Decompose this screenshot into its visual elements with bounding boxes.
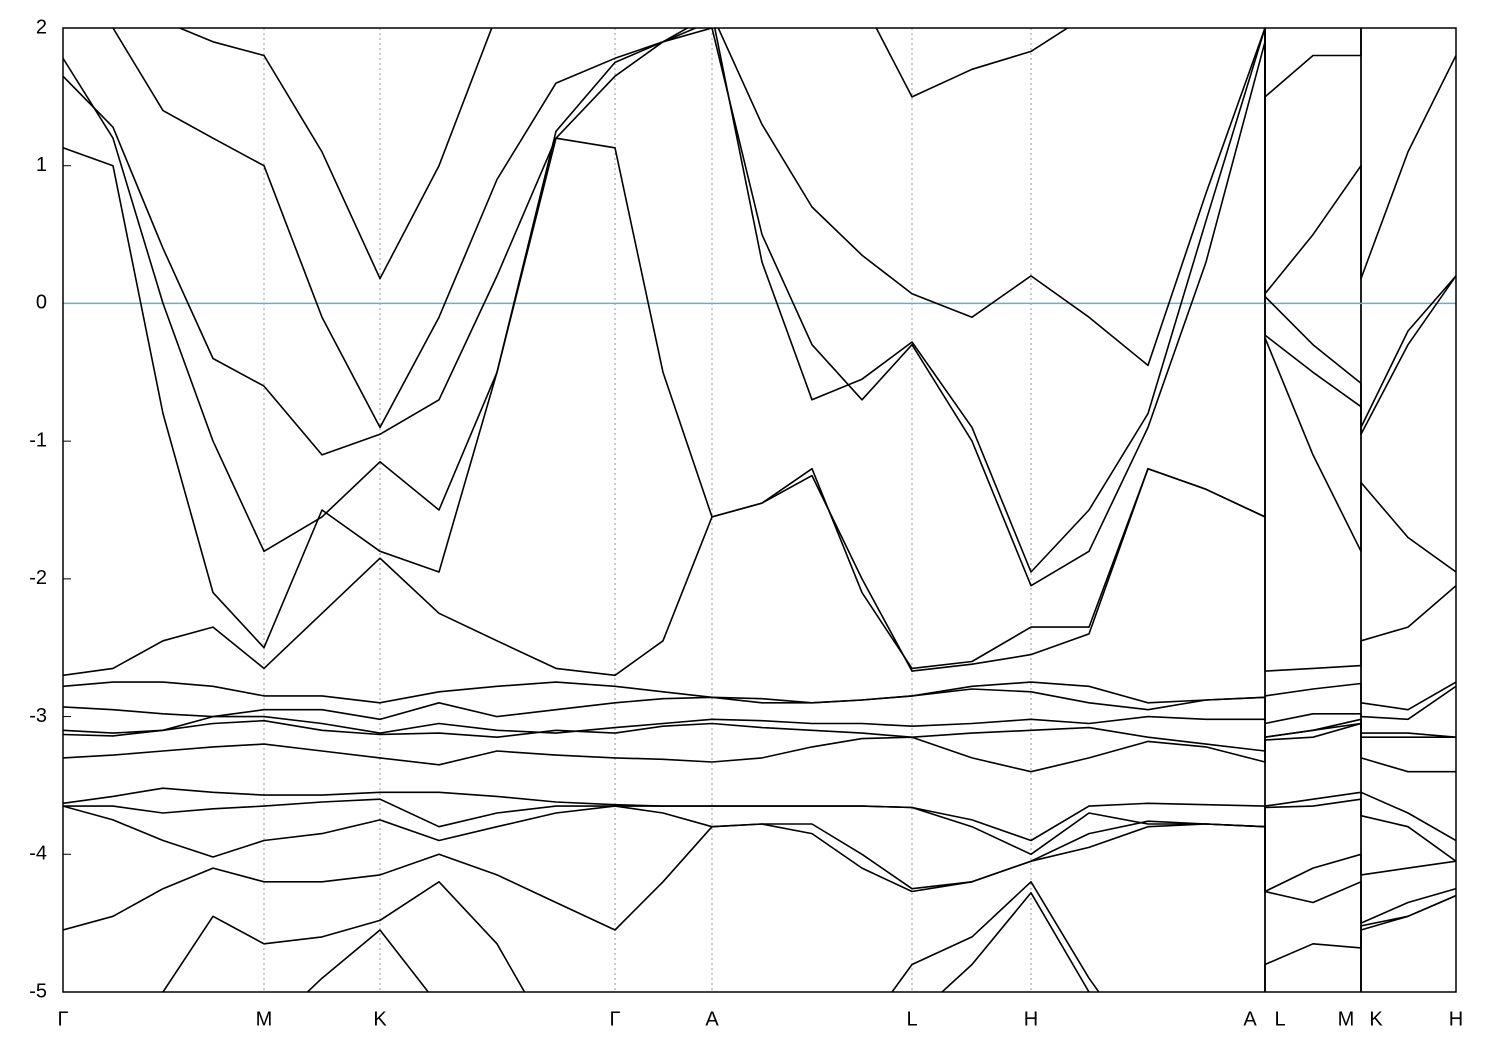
band-line — [63, 787, 1456, 842]
x-tick-label: L — [1274, 1008, 1285, 1030]
band-line — [111, 28, 1456, 429]
band-line — [63, 823, 1456, 931]
y-tick-label: -4 — [29, 843, 47, 865]
band-line — [63, 467, 1456, 677]
x-tick-label: K — [373, 1008, 387, 1030]
y-tick-label: 2 — [36, 16, 47, 38]
band-line — [63, 28, 1456, 587]
x-tick-label: Γ — [609, 1008, 620, 1030]
y-tick-label: -3 — [29, 705, 47, 727]
band-line — [63, 28, 1456, 573]
band-line — [63, 722, 1456, 773]
y-tick-label: 0 — [36, 292, 47, 314]
band-line — [63, 798, 1456, 862]
x-tick-label: A — [705, 1008, 719, 1030]
x-tick-label: A — [1243, 1008, 1257, 1030]
x-tick-label: M — [1338, 1008, 1355, 1030]
x-tick-label: H — [1024, 1008, 1038, 1030]
band-line — [63, 137, 1456, 670]
y-tick-label: -5 — [29, 980, 47, 1002]
bands — [63, 28, 1456, 992]
x-tick-label: Γ — [57, 1008, 68, 1030]
band-line — [63, 805, 1456, 893]
band-line — [161, 881, 1456, 992]
band-line — [63, 719, 1456, 773]
band-line — [63, 685, 1456, 725]
x-tick-label: L — [906, 1008, 917, 1030]
band-line — [63, 681, 1456, 711]
y-tick-label: 1 — [36, 154, 47, 176]
x-tick-label: K — [1369, 1008, 1383, 1030]
plot-frame — [62, 27, 1457, 993]
x-tick-label: M — [256, 1008, 273, 1030]
grid — [62, 27, 1457, 993]
y-tick-label: -2 — [29, 567, 47, 589]
y-tick-label: -1 — [29, 429, 47, 451]
x-tick-label: H — [1449, 1008, 1463, 1030]
band-line — [177, 28, 1456, 367]
